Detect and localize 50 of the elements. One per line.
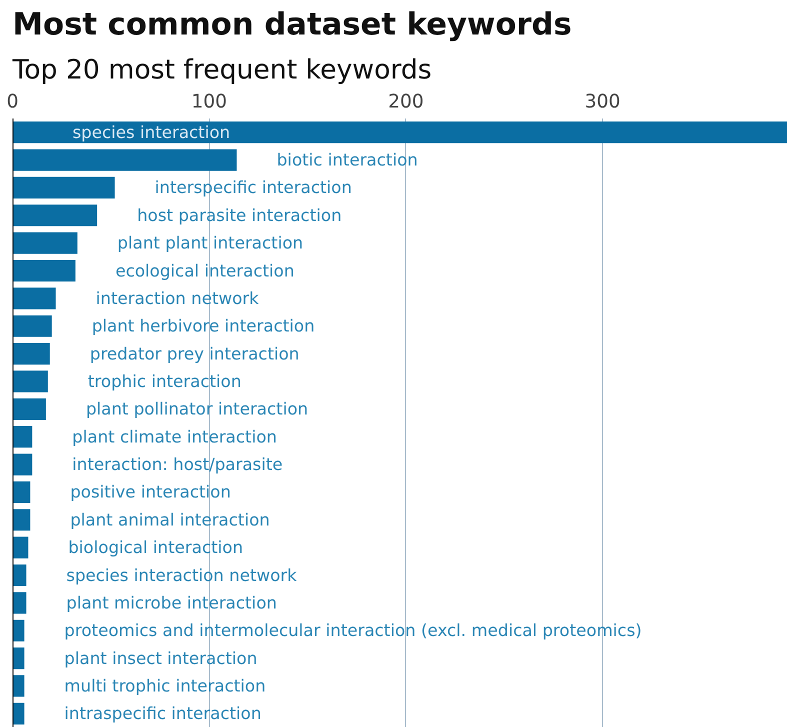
y-tick-label: ecological interaction [115,261,294,280]
bar [12,454,32,476]
x-tick-label: 200 [388,92,424,112]
bar [12,398,46,420]
bar [12,204,98,226]
bar [12,536,28,558]
y-tick-label: plant herbivore interaction [92,316,315,336]
y-tick-label: plant animal interaction [70,510,270,530]
bar [12,149,237,171]
bar [12,509,30,531]
y-tick-label: plant pollinator interaction [86,400,308,419]
y-tick-label: biological interaction [68,538,244,558]
y-tick-label: intraspecific interaction [64,704,262,724]
x-tick-label: 300 [584,92,620,112]
bar [12,675,24,697]
y-tick-label: interspecific interaction [154,178,352,198]
y-tick-label: multi trophic interaction [64,676,266,696]
y-tick-label: species interaction network [66,566,298,585]
bar [12,232,78,254]
bar [12,702,24,724]
bar [12,260,76,282]
y-tick-label: host parasite interaction [137,206,342,225]
y-tick-label: species interaction [72,122,230,142]
y-tick-label: interaction: host/parasite [72,455,283,474]
x-tick-label: 100 [191,92,228,112]
bar [12,343,50,365]
bar [12,176,115,198]
y-tick-label: positive interaction [70,482,231,502]
bar [12,122,787,144]
bar [12,370,48,392]
bar [12,426,32,448]
y-tick-label: trophic interaction [88,372,242,391]
y-tick-label: plant insect interaction [64,648,258,668]
chart-title: Most common dataset keywords [12,8,572,42]
bar [12,620,24,642]
y-tick-label: proteomics and intermolecular interaction (excl. medical proteomics) [64,621,642,640]
bar [12,592,26,614]
y-tick-label: interaction network [96,288,260,308]
chart-subtitle: Top 20 most frequent keywords [12,54,432,86]
y-tick-label: plant microbe interaction [66,593,277,612]
bar [12,648,24,670]
y-tick-label: plant plant interaction [117,234,304,253]
y-tick-label: biotic interaction [276,150,418,170]
bar [12,481,30,503]
y-tick-label: predator prey interaction [90,344,300,364]
bar [12,564,26,586]
y-tick-label: plant climate interaction [72,427,277,446]
x-tick-label: 0 [6,92,18,112]
bar [12,315,52,337]
bar [12,288,56,310]
